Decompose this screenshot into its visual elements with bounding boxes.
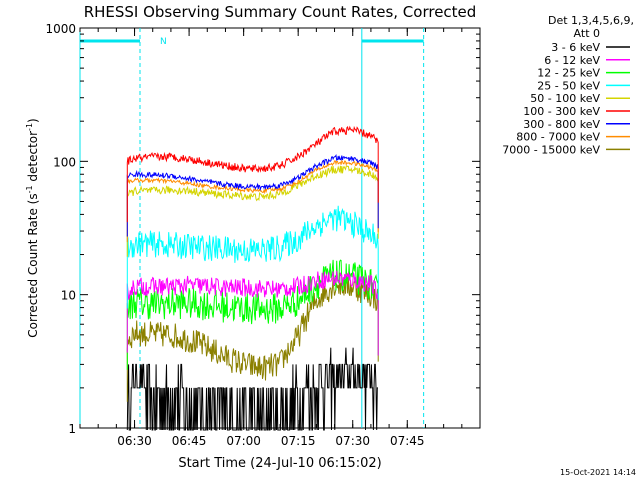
series-lines	[126, 125, 379, 431]
y-tick-label: 1	[68, 422, 76, 436]
y-axis-label-sup: -1	[25, 185, 34, 193]
x-tick-label: 06:30	[117, 434, 152, 448]
series-line-5	[126, 125, 379, 223]
legend-label: 25 - 50 keV	[537, 79, 600, 92]
y-axis-label: Corrected Count Rate (s-1 detector-1)	[25, 118, 40, 337]
timestamp: 15-Oct-2021 14:14	[560, 468, 636, 477]
legend-label: 100 - 300 keV	[523, 105, 600, 118]
x-tick-label: 07:00	[226, 434, 261, 448]
series-line-0	[126, 347, 378, 431]
x-axis-label: Start Time (24-Jul-10 06:15:02)	[178, 456, 381, 471]
series-line-3	[126, 205, 379, 309]
y-tick-label: 100	[53, 155, 76, 169]
x-tick-label: 06:45	[172, 434, 207, 448]
legend-header: Att 0	[574, 27, 600, 40]
series-line-7	[126, 159, 379, 242]
legend-label: 800 - 7000 keV	[516, 131, 600, 144]
orbit-night-markers	[79, 28, 425, 428]
x-tick-label: 07:15	[281, 434, 316, 448]
legend-label: 6 - 12 keV	[544, 54, 600, 67]
series-line-1	[126, 270, 379, 356]
axis-ticks: 06:30 06:45 07:00 07:15 07:30 07:45 1 10 100 1000	[45, 22, 481, 448]
y-axis-label-part: detector	[26, 131, 40, 186]
series-line-6	[126, 154, 379, 237]
y-axis-label-part: Corrected Count Rate (s	[26, 193, 40, 337]
legend-header: Det 1,3,4,5,6,9,	[548, 14, 634, 27]
y-tick-label: 1000	[45, 22, 76, 36]
legend-label: 12 - 25 keV	[537, 67, 600, 80]
x-tick-label: 07:45	[390, 434, 425, 448]
legend-label: 300 - 800 keV	[523, 118, 600, 131]
y-axis-label-part: )	[26, 118, 40, 123]
chart-title: RHESSI Observing Summary Count Rates, Co…	[84, 3, 477, 21]
y-tick-label: 10	[61, 289, 76, 303]
y-axis-label-sup: -1	[25, 123, 34, 131]
legend-label: 7000 - 15000 keV	[502, 143, 600, 156]
annotation-n: N	[160, 37, 167, 47]
legend-label: 50 - 100 keV	[530, 92, 600, 105]
x-tick-label: 07:30	[335, 434, 370, 448]
legend-label: 3 - 6 keV	[551, 41, 600, 54]
series-line-4	[126, 165, 379, 257]
series-line-8	[126, 272, 379, 402]
